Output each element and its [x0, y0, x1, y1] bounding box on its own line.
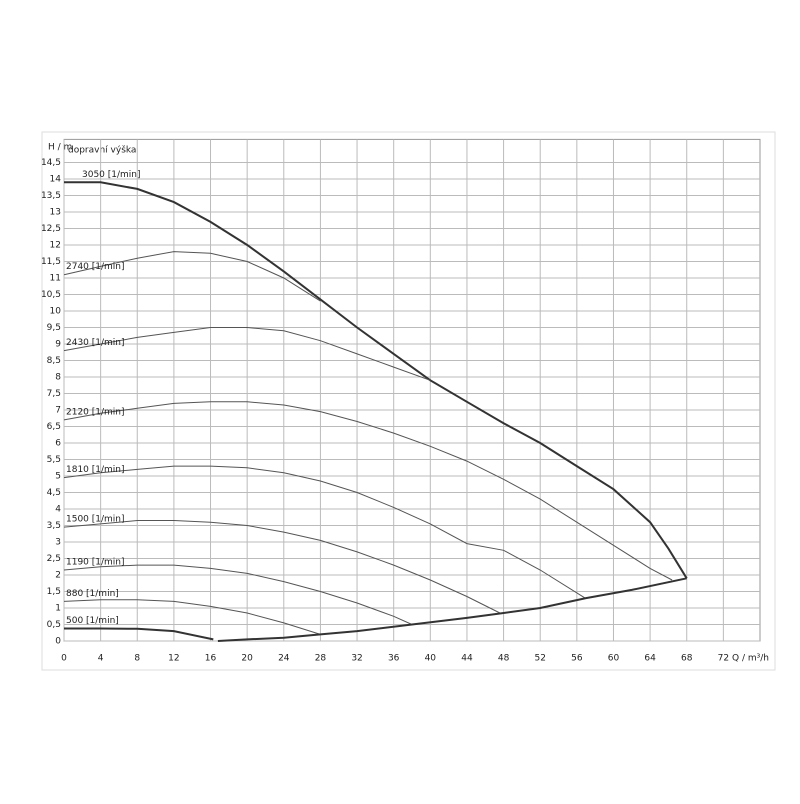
y-tick-label: 11: [50, 274, 61, 284]
curve: [64, 627, 214, 641]
x-tick-label: 68: [681, 654, 693, 664]
y-tick-label: 14: [50, 175, 62, 185]
plot-area: [63, 138, 761, 642]
x-tick-label: 24: [278, 654, 290, 664]
x-tick-label: 64: [644, 654, 656, 664]
curve: [63, 327, 431, 381]
y-tick-label: 12,5: [41, 224, 61, 234]
y-tick-label: 4,5: [47, 488, 61, 498]
curve-label: 880 [1/min]: [66, 589, 119, 599]
curve-label: 2740 [1/min]: [66, 262, 125, 272]
y-axis-label: H / m: [48, 143, 72, 153]
x-tick-label: 56: [571, 654, 583, 664]
x-tick-label: 28: [315, 654, 327, 664]
y-tick-label: 3,5: [47, 521, 61, 531]
chart-title: dopravní výška: [68, 145, 136, 156]
curve-label: 1500 [1/min]: [66, 515, 125, 525]
x-tick-label: 60: [608, 654, 620, 664]
x-tick-label: 12: [168, 654, 179, 664]
y-tick-label: 2: [55, 571, 61, 581]
y-tick-label: 6: [55, 439, 61, 449]
y-tick-label: 8: [55, 373, 61, 383]
y-tick-label: 8,5: [47, 356, 61, 366]
y-tick-label: 9: [55, 340, 61, 350]
curve: [64, 181, 688, 579]
x-tick-label: 4: [98, 654, 104, 664]
y-tick-label: 10: [50, 307, 62, 317]
y-tick-label: 2,5: [47, 554, 61, 564]
y-tick-label: 12: [50, 241, 61, 251]
x-tick-label: 8: [134, 654, 140, 664]
curve: [63, 401, 673, 581]
y-tick-label: 5: [55, 472, 61, 482]
x-tick-label: 40: [425, 654, 437, 664]
x-tick-label: 72: [718, 654, 729, 664]
y-tick-label: 9,5: [47, 323, 61, 333]
x-tick-label: 52: [534, 654, 545, 664]
curve: [63, 465, 586, 599]
curve: [63, 520, 501, 614]
y-tick-label: 14,5: [41, 158, 61, 168]
curve: [63, 564, 413, 625]
x-tick-label: 32: [351, 654, 362, 664]
x-tick-label: 20: [241, 654, 253, 664]
curve-label: 2430 [1/min]: [66, 338, 125, 348]
y-tick-label: 10,5: [41, 290, 61, 300]
y-tick-label: 13,5: [41, 191, 61, 201]
curve: [63, 251, 321, 302]
y-tick-label: 11,5: [41, 257, 61, 267]
curve-label: 1190 [1/min]: [66, 558, 125, 568]
curve: [217, 577, 687, 642]
curve: [63, 599, 321, 635]
outer-frame: [41, 131, 776, 671]
y-tick-label: 13: [50, 208, 61, 218]
x-tick-label: 0: [61, 654, 67, 664]
x-tick-label: 16: [205, 654, 217, 664]
y-tick-label: 7: [55, 406, 61, 416]
curve-label: 500 [1/min]: [66, 616, 119, 626]
y-tick-label: 5,5: [47, 455, 61, 465]
y-tick-label: 3: [55, 538, 61, 548]
x-tick-label: 44: [461, 654, 473, 664]
x-tick-label: 36: [388, 654, 400, 664]
y-tick-label: 7,5: [47, 389, 61, 399]
y-tick-label: 1,5: [47, 587, 61, 597]
curve-label: 3050 [1/min]: [82, 170, 141, 180]
y-tick-label: 0: [55, 637, 61, 647]
y-tick-label: 4: [55, 505, 61, 515]
y-tick-label: 1: [55, 604, 61, 614]
curve-label: 1810 [1/min]: [66, 465, 125, 475]
curve-label: 2120 [1/min]: [66, 407, 125, 417]
x-axis-label: Q / m³/h: [732, 654, 769, 664]
y-tick-label: 0,5: [47, 620, 61, 630]
x-tick-label: 48: [498, 654, 510, 664]
y-tick-label: 6,5: [47, 422, 61, 432]
